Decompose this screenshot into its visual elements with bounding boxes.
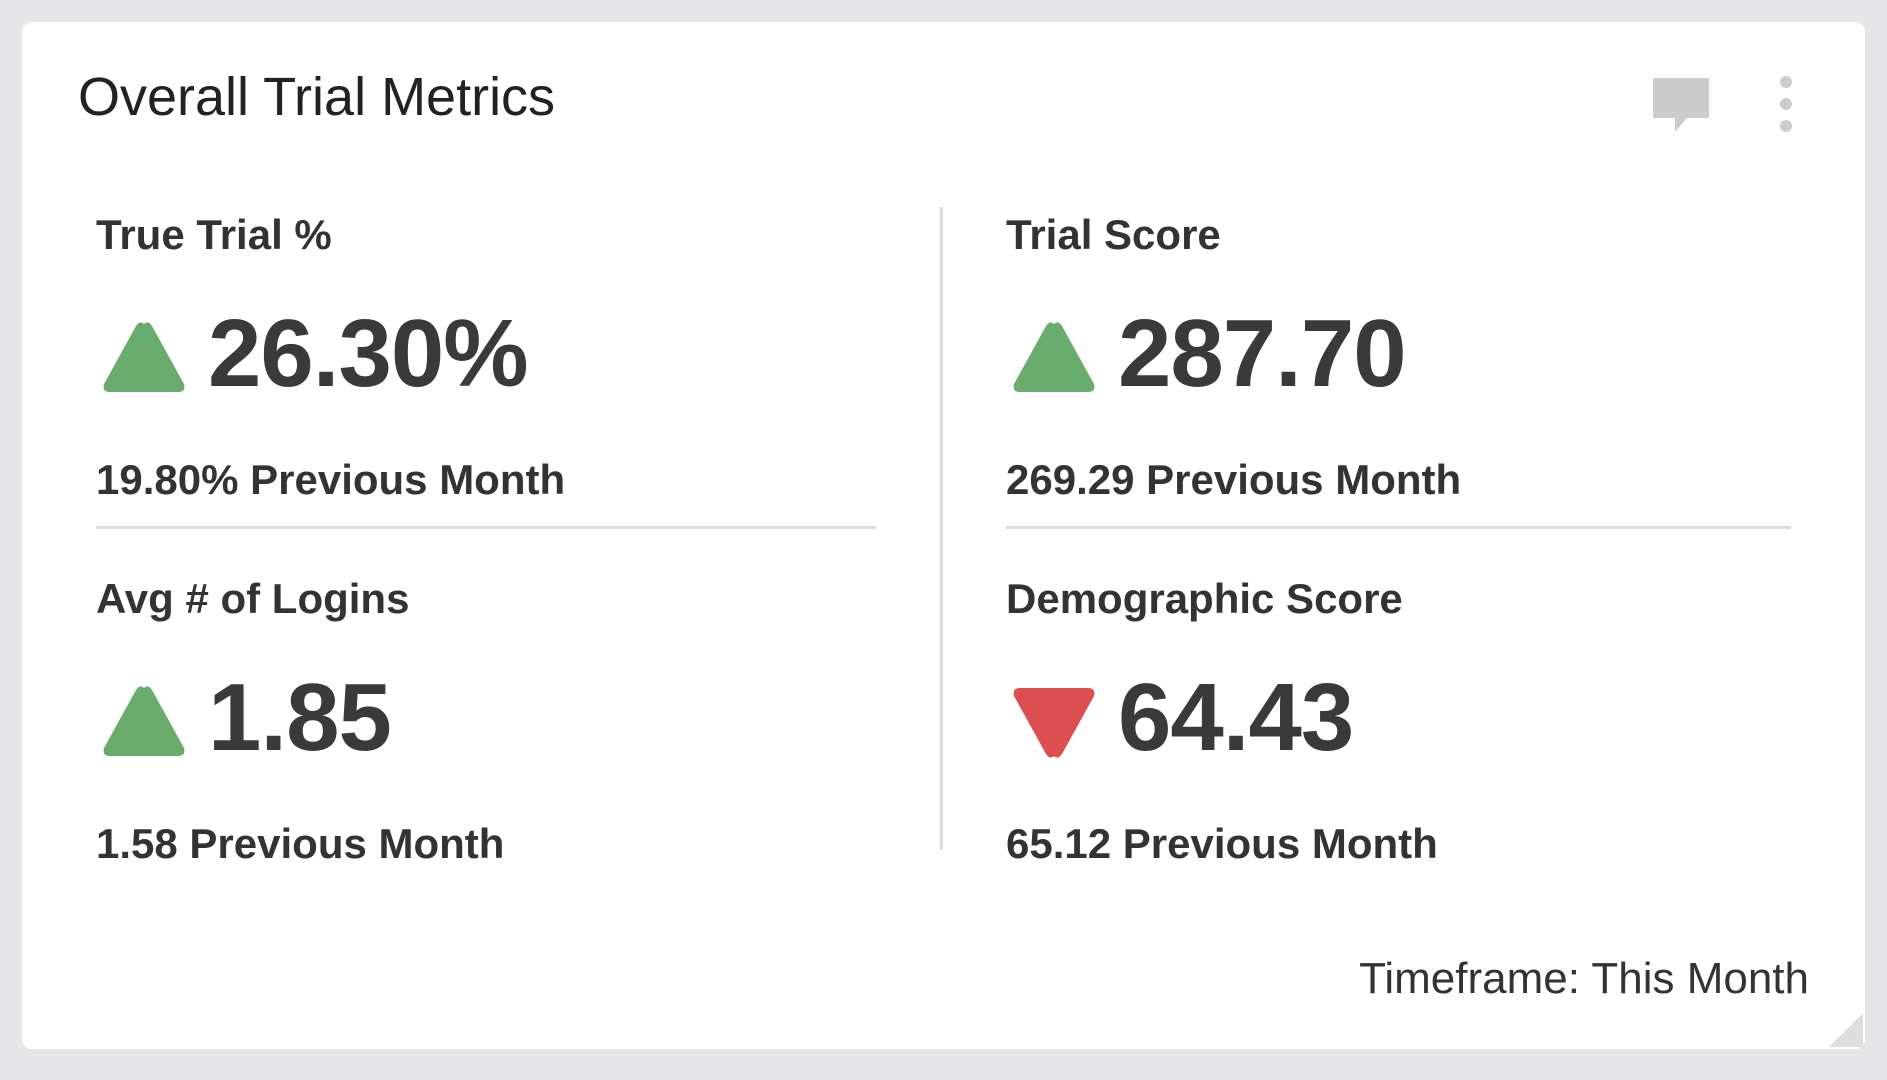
row-divider — [96, 526, 876, 529]
metric-label: Trial Score — [1006, 211, 1221, 258]
trend-arrow — [103, 322, 185, 392]
trend-shape — [103, 686, 185, 756]
previous-value: 19.80% Previous Month — [96, 456, 566, 503]
resize-icon — [1829, 1013, 1863, 1047]
trend-shape — [103, 322, 185, 392]
metric-value: 26.30% — [208, 300, 529, 407]
comment-button[interactable] — [1651, 74, 1713, 136]
menu-dot — [1780, 120, 1792, 132]
metric-value: 1.85 — [208, 664, 392, 771]
widget-title: Overall Trial Metrics — [78, 67, 556, 127]
metric-label: Demographic Score — [1006, 575, 1403, 622]
metric-label: Avg # of Logins — [96, 575, 410, 622]
timeframe: Timeframe: This Month — [1359, 954, 1809, 1003]
resize-handle[interactable] — [1825, 1009, 1865, 1049]
trend-arrow — [103, 686, 185, 756]
menu-dot — [1780, 98, 1792, 110]
metric-label: True Trial % — [96, 211, 332, 258]
metric-value: 287.70 — [1118, 300, 1407, 407]
trend-arrow — [1013, 322, 1095, 392]
metric-value: 64.43 — [1118, 664, 1354, 771]
trend-arrow — [1013, 688, 1095, 758]
column-divider — [940, 207, 943, 850]
previous-value: 1.58 Previous Month — [96, 820, 505, 867]
previous-value: 65.12 Previous Month — [1006, 820, 1438, 867]
menu-button[interactable] — [1776, 74, 1796, 144]
trend-shape — [1013, 688, 1095, 758]
row-divider — [1006, 526, 1791, 529]
widget-card: Overall Trial Metrics Timeframe: This Mo… — [22, 22, 1865, 1049]
menu-dot — [1780, 76, 1792, 88]
trend-shape — [1013, 322, 1095, 392]
comment-icon — [1653, 78, 1709, 132]
previous-value: 269.29 Previous Month — [1006, 456, 1462, 503]
